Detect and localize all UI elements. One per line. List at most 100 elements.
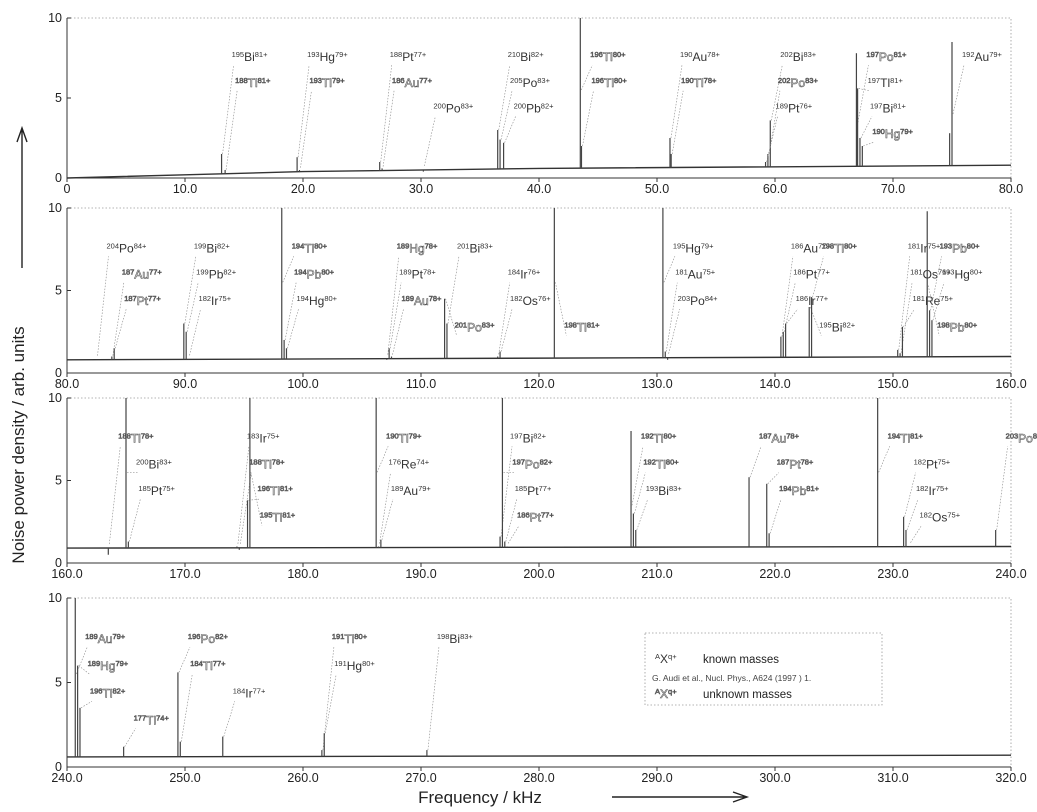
peak-leader-line [98, 256, 109, 355]
peak-label: 193Pb80+ [940, 241, 981, 255]
peak-label: 185Pt77+ [515, 484, 552, 498]
peak-label: 191Tl80+ [332, 632, 368, 646]
peak-leader-line [637, 499, 648, 530]
x-tick-label: 200.0 [523, 567, 554, 581]
peak-leader-line [953, 65, 964, 114]
x-tick-label: 300.0 [759, 771, 790, 785]
peak-label: 182Ir75+ [916, 484, 949, 498]
peak-label: 187Pt77+ [124, 294, 161, 308]
peak-label: 187Au77+ [122, 268, 163, 282]
spectrum-baseline [67, 755, 1011, 757]
peak-leader-line [782, 256, 793, 336]
y-tick-label: 10 [48, 591, 62, 605]
y-tick-label: 10 [48, 391, 62, 405]
legend-unknown-label: unknown masses [703, 689, 792, 701]
peak-label: 198Tl80+ [822, 241, 858, 255]
peak-label: 181Au75+ [675, 268, 716, 282]
peak-leader-line [899, 256, 910, 350]
peak-label: 195Bi82+ [819, 321, 856, 335]
peak-label: 182Os76+ [510, 294, 551, 308]
peak-label: 182Pt75+ [914, 458, 951, 472]
peak-label: 200Bi83+ [136, 458, 173, 472]
peak-leader-line [285, 283, 296, 340]
peak-label: 192Au79+ [962, 50, 1003, 64]
peak-leader-line [768, 473, 779, 484]
peak-leader-line [863, 142, 874, 146]
peak-leader-line [187, 283, 198, 332]
peak-label: 192Tl80+ [641, 431, 677, 445]
peak-leader-line [907, 499, 918, 530]
peak-label: 197Tl81+ [868, 76, 904, 90]
spectrum-baseline [67, 357, 1011, 360]
legend-known-label: known masses [703, 654, 779, 666]
peak-leader-line [223, 65, 234, 154]
peak-leader-line [185, 256, 196, 323]
panel-frame [67, 398, 1011, 563]
x-tick-label: 60.0 [763, 182, 787, 196]
peak-label: 199Pb82+ [196, 268, 237, 282]
panel-frame [67, 598, 1011, 767]
peak-label: 197Bi82+ [510, 431, 547, 445]
x-tick-label: 140.0 [759, 377, 790, 391]
peak-label: 188Tl81+ [235, 76, 271, 90]
peak-leader-line [113, 283, 124, 356]
peak-leader-line [325, 674, 336, 733]
x-tick-label: 20.0 [291, 182, 315, 196]
y-tick-label: 5 [55, 284, 62, 298]
peak-label: 195Bi81+ [232, 50, 269, 64]
peak-label: 196Tl80+ [590, 50, 626, 64]
legend-unknown-symbol: AXq+ [655, 687, 677, 701]
x-tick-label: 230.0 [877, 567, 908, 581]
peak-leader-line [582, 91, 593, 146]
x-tick-label: 260.0 [287, 771, 318, 785]
x-tick-label: 90.0 [173, 377, 197, 391]
peak-label: 182Ir75+ [199, 294, 232, 308]
peak-label: 196Tl80+ [591, 76, 627, 90]
peak-leader-line [179, 647, 190, 672]
peak-label: 200Po83+ [433, 101, 474, 115]
peak-label: 176Re74+ [389, 458, 430, 472]
peak-leader-line [861, 116, 872, 138]
peak-label: 201Bi83+ [457, 241, 494, 255]
x-tick-label: 40.0 [527, 182, 551, 196]
peak-leader-line [428, 647, 439, 750]
peak-label: 190Au78+ [680, 50, 721, 64]
legend: AXq+ known masses G. Audi et al., Nucl. Ph… [645, 633, 882, 705]
peak-leader-line [770, 499, 781, 533]
peak-leader-line [300, 91, 311, 168]
peak-label: 183Ir75+ [247, 431, 280, 445]
peak-label: 185Pt75+ [138, 484, 175, 498]
peak-label: 198Bi83+ [437, 632, 474, 646]
x-tick-label: 160.0 [995, 377, 1026, 391]
peak-leader-line [380, 473, 391, 544]
peak-label: 186Pt77+ [793, 268, 830, 282]
x-tick-label: 10.0 [173, 182, 197, 196]
x-tick-label: 250.0 [169, 771, 200, 785]
peak-label: 196Po82+ [188, 632, 229, 646]
peak-leader-line [125, 728, 136, 746]
peak-leader-line [129, 499, 140, 541]
peak-label: 197Po81+ [866, 50, 907, 64]
peak-label: 194Hg80+ [296, 294, 337, 308]
peak-leader-line [771, 65, 782, 120]
x-tick-label: 70.0 [881, 182, 905, 196]
peak-leader-line [448, 256, 459, 323]
peak-label: 188Pt77+ [390, 50, 427, 64]
peak-label: 184Tl77+ [190, 659, 226, 673]
peak-label: 198Pb80+ [937, 321, 978, 335]
peak-label: 200Pb82+ [514, 101, 555, 115]
y-axis-label: Noise power density / arb. units [9, 326, 28, 563]
peak-leader-line [283, 256, 294, 282]
peak-label: 195Tl81+ [260, 511, 296, 525]
peak-leader-line [501, 91, 512, 140]
x-tick-label: 290.0 [641, 771, 672, 785]
x-tick-label: 180.0 [287, 567, 318, 581]
peak-leader-line [298, 65, 309, 157]
peak-leader-line [664, 256, 675, 282]
x-tick-label: 30.0 [409, 182, 433, 196]
peak-label: 194Pb81+ [779, 484, 820, 498]
peak-label: 184Ir77+ [233, 686, 266, 700]
x-tick-label: 100.0 [287, 377, 318, 391]
spectrum-baseline [67, 165, 1011, 178]
